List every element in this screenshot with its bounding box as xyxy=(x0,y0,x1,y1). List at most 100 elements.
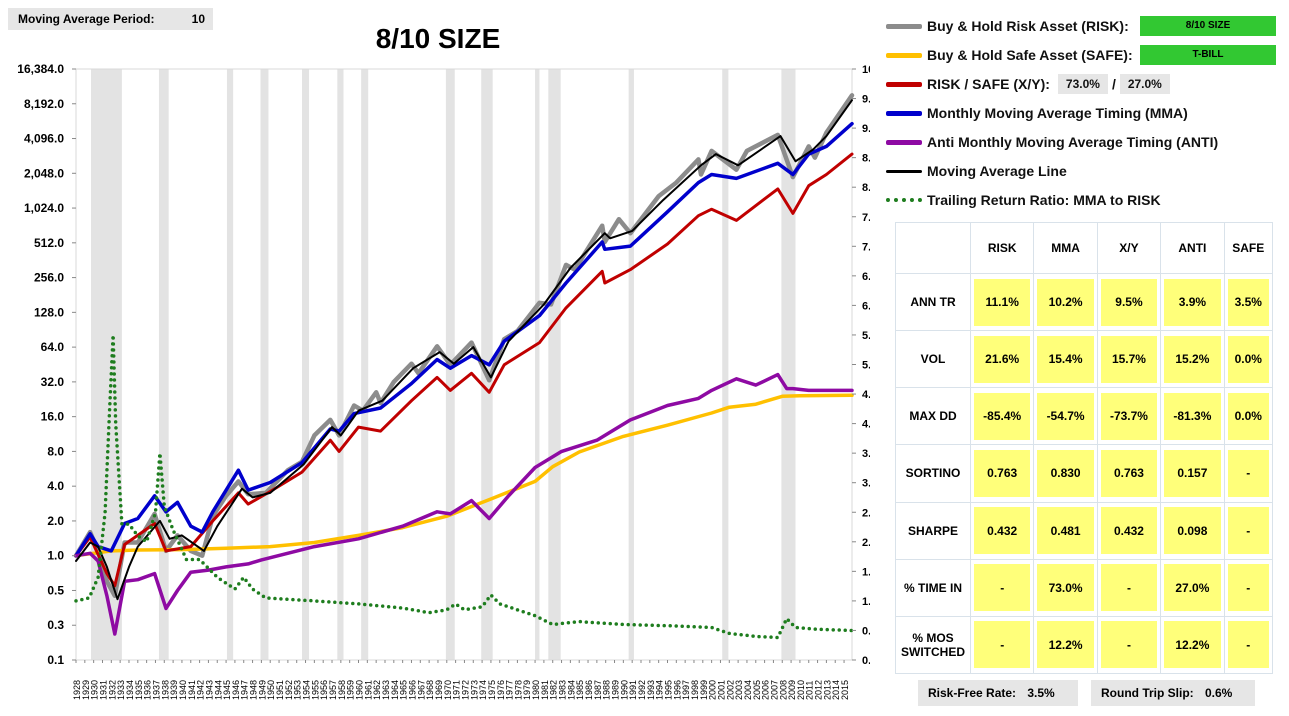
y-right-tick-label: 9.5 xyxy=(862,94,870,106)
recession-band xyxy=(302,69,310,660)
x-tick-label: 1976 xyxy=(496,680,506,700)
legend-anti-label: Anti Monthly Moving Average Timing (ANTI… xyxy=(927,134,1219,150)
stats-cell: 12.2% xyxy=(1160,615,1225,675)
recession-band xyxy=(781,69,796,660)
x-tick-label: 2010 xyxy=(796,680,806,700)
legend-ma-label: Moving Average Line xyxy=(927,163,1067,179)
x-tick-label: 1967 xyxy=(416,680,426,700)
y-right-tick-label: 2.0 xyxy=(862,537,870,549)
stats-corner xyxy=(895,222,971,274)
x-tick-label: 1960 xyxy=(355,680,365,700)
stats-table: RISK MMA X/Y ANTI SAFE ANN TR 11.1% 10.2% 9… xyxy=(895,222,1274,675)
chart-title: 8/10 SIZE xyxy=(376,23,501,54)
legend-safe-swatch xyxy=(886,52,922,58)
stats-cell-value: 0.0% xyxy=(1227,335,1269,383)
x-tick-label: 1955 xyxy=(310,680,320,700)
stats-row: SHARPE 0.432 0.481 0.432 0.098- xyxy=(895,501,1274,560)
x-tick-label: 1933 xyxy=(116,680,126,700)
x-tick-label: 2008 xyxy=(778,680,788,700)
x-tick-label: 1999 xyxy=(699,680,709,700)
x-tick-label: 1975 xyxy=(487,680,497,700)
y-left-tick-label: 8.0 xyxy=(47,444,64,458)
y-left-tick-label: 0.1 xyxy=(47,653,64,667)
x-tick-label: 1990 xyxy=(619,680,629,700)
x-tick-label: 1940 xyxy=(178,680,188,700)
x-tick-label: 1956 xyxy=(319,680,329,700)
legend-mma-label: Monthly Moving Average Timing (MMA) xyxy=(927,105,1188,121)
x-tick-label: 2000 xyxy=(708,680,718,700)
recession-band xyxy=(548,69,561,660)
x-tick-label: 1935 xyxy=(134,680,144,700)
x-tick-label: 1983 xyxy=(558,680,568,700)
stats-row-label: VOL xyxy=(895,330,971,389)
stats-row: VOL 21.6% 15.4% 15.7% 15.2% 0.0% xyxy=(895,330,1274,389)
stats-cell-value: 9.5% xyxy=(1100,278,1158,326)
stats-cell: - xyxy=(969,558,1035,617)
y-left-tick-label: 16.0 xyxy=(41,410,65,424)
x-tick-label: 1998 xyxy=(690,680,700,700)
stats-cell: -85.4% xyxy=(969,387,1035,446)
stats-row: MAX DD -85.4% -54.7% -73.7% -81.3% 0.0% xyxy=(895,387,1274,446)
x-tick-label: 1987 xyxy=(593,680,603,700)
x-tick-label: 1929 xyxy=(81,680,91,700)
y-right-tick-label: 2.5 xyxy=(862,507,870,519)
x-tick-label: 1958 xyxy=(337,680,347,700)
x-tick-label: 1997 xyxy=(681,680,691,700)
x-tick-label: 1932 xyxy=(107,680,117,700)
legend-risk-swatch xyxy=(886,23,922,29)
x-tick-label: 1930 xyxy=(90,680,100,700)
stats-cell: - xyxy=(1096,558,1162,617)
stats-cell: 0.763 xyxy=(969,444,1035,503)
y-left-tick-label: 8,192.0 xyxy=(24,97,64,111)
stats-cell: 27.0% xyxy=(1160,558,1225,617)
stats-cell-value: 0.830 xyxy=(1037,449,1094,497)
stats-cell: 0.481 xyxy=(1033,501,1098,560)
legend-ma-swatch xyxy=(886,169,922,173)
x-tick-label: 1947 xyxy=(240,680,250,700)
y-left-tick-label: 512.0 xyxy=(34,236,64,250)
stats-cell-value: - xyxy=(1227,621,1269,669)
stats-cell: -73.7% xyxy=(1096,387,1162,446)
stats-cell: 10.2% xyxy=(1033,272,1098,332)
y-left-tick-label: 0.5 xyxy=(47,583,64,597)
recession-band xyxy=(722,69,729,660)
stats-row-label: % TIME IN xyxy=(895,558,971,617)
x-tick-label: 1943 xyxy=(204,680,214,700)
y-right-tick-label: 7.5 xyxy=(862,212,870,224)
x-tick-label: 2003 xyxy=(734,680,744,700)
x-tick-label: 1979 xyxy=(522,680,532,700)
stats-cell-value: 0.763 xyxy=(1100,449,1158,497)
xy-safe-pct: 27.0% xyxy=(1119,74,1170,94)
x-tick-label: 1980 xyxy=(531,680,541,700)
x-tick-label: 1995 xyxy=(663,680,673,700)
stats-cell-value: 0.481 xyxy=(1037,507,1094,555)
stats-cell: 9.5% xyxy=(1096,272,1162,332)
y-right-tick-label: 1.5 xyxy=(862,566,870,578)
stats-cell-value: - xyxy=(1227,507,1269,555)
legend-anti: Anti Monthly Moving Average Timing (ANTI… xyxy=(886,130,1218,154)
stats-col-header: X/Y xyxy=(1096,222,1162,274)
stats-cell: 0.098 xyxy=(1160,501,1225,560)
x-tick-label: 2009 xyxy=(787,680,797,700)
xy-risk-pct: 73.0% xyxy=(1057,74,1108,94)
x-tick-label: 1984 xyxy=(566,680,576,700)
stats-row-label: % MOS SWITCHED xyxy=(895,615,971,675)
performance-chart: 8/10 SIZE 16,384.0 8,192.0 4,096.0 2,048.0 1… xyxy=(17,23,870,700)
stats-cell: 15.4% xyxy=(1033,330,1098,389)
legend-xy-label: RISK / SAFE (X/Y): xyxy=(927,76,1050,92)
y-left-tick-label: 256.0 xyxy=(34,271,64,285)
x-tick-label: 1968 xyxy=(425,680,435,700)
stats-row-label: MAX DD xyxy=(895,387,971,446)
x-tick-label: 1992 xyxy=(637,680,647,700)
y-right-tick-label: 1.0 xyxy=(862,596,870,608)
x-tick-label: 1952 xyxy=(284,680,294,700)
stats-row: % TIME IN -73.0% -27.0% - xyxy=(895,558,1274,617)
stats-header-row: RISK MMA X/Y ANTI SAFE xyxy=(895,222,1274,274)
stats-cell-value: -73.7% xyxy=(1100,392,1158,440)
stats-row: ANN TR 11.1% 10.2% 9.5% 3.9% 3.5% xyxy=(895,272,1274,332)
risk-free-label: Risk-Free Rate: xyxy=(928,686,1017,700)
x-tick-label: 1945 xyxy=(222,680,232,700)
legend-mma-swatch xyxy=(886,110,922,116)
safe-asset-value: T-BILL xyxy=(1140,45,1276,65)
stats-cell: 15.2% xyxy=(1160,330,1225,389)
